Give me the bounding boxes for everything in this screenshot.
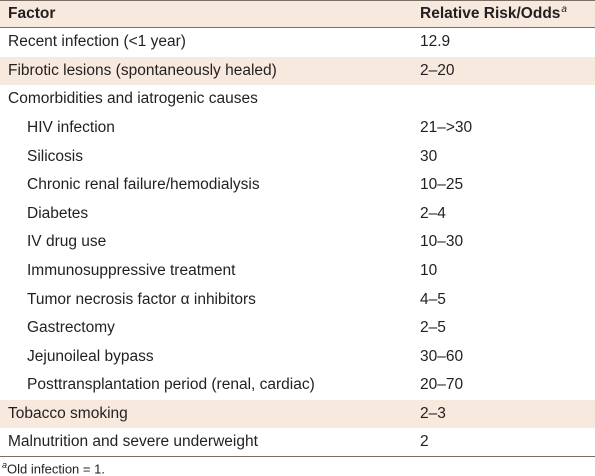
table-row: Posttransplantation period (renal, cardi… xyxy=(0,371,595,400)
table-row: Chronic renal failure/hemodialysis 10–25 xyxy=(0,171,595,200)
row-relative-risk: 2 xyxy=(420,433,429,451)
table-row: Malnutrition and severe underweight 2 xyxy=(0,428,595,457)
row-factor: Jejunoileal bypass xyxy=(27,347,154,365)
row-relative-risk: 10–25 xyxy=(420,176,464,194)
header-relative-risk-label: Relative Risk/Odds xyxy=(420,5,561,23)
table-row: Comorbidities and iatrogenic causes xyxy=(0,85,595,114)
table-row: Recent infection (<1 year) 12.9 xyxy=(0,28,595,57)
table-row: Gastrectomy 2–5 xyxy=(0,314,595,343)
row-relative-risk: 20–70 xyxy=(420,376,464,394)
row-factor: HIV infection xyxy=(27,119,115,137)
row-factor: Immunosuppressive treatment xyxy=(27,262,236,280)
footnote-text: Old infection = 1. xyxy=(7,461,105,476)
row-factor: Chronic renal failure/hemodialysis xyxy=(27,176,260,194)
row-relative-risk: 10–30 xyxy=(420,233,464,251)
table-row: Diabetes 2–4 xyxy=(0,200,595,229)
row-relative-risk: 30–60 xyxy=(420,347,464,365)
row-factor: IV drug use xyxy=(27,233,107,251)
header-footnote-marker: a xyxy=(561,4,567,16)
row-relative-risk: 2–3 xyxy=(420,405,446,423)
table-footnote: aOld infection = 1. xyxy=(0,460,595,476)
row-relative-risk: 4–5 xyxy=(420,290,446,308)
table-row: Silicosis 30 xyxy=(0,142,595,171)
row-relative-risk: 21–>30 xyxy=(420,119,473,137)
table-body: Recent infection (<1 year) 12.9 Fibrotic l… xyxy=(0,28,595,457)
header-factor: Factor xyxy=(8,5,56,22)
table-row: Immunosuppressive treatment 10 xyxy=(0,257,595,286)
row-factor: Recent infection (<1 year) xyxy=(8,33,186,51)
table-row: Fibrotic lesions (spontaneously healed) 2… xyxy=(0,56,595,86)
row-relative-risk: 2–20 xyxy=(420,61,455,79)
row-factor: Gastrectomy xyxy=(27,319,115,337)
row-relative-risk: 10 xyxy=(420,262,438,280)
row-factor: Diabetes xyxy=(27,204,89,222)
row-factor: Posttransplantation period (renal, cardi… xyxy=(27,376,315,394)
row-relative-risk: 30 xyxy=(420,147,438,165)
row-factor: Malnutrition and severe underweight xyxy=(8,433,258,451)
row-relative-risk: 2–4 xyxy=(420,204,446,222)
table-row: HIV infection 21–>30 xyxy=(0,114,595,143)
footnote-marker: a xyxy=(2,459,8,470)
table-header: Factor Relative Risk/Oddsa xyxy=(0,0,595,28)
table-row: IV drug use 10–30 xyxy=(0,228,595,257)
table-row: Jejunoileal bypass 30–60 xyxy=(0,343,595,372)
row-factor: Silicosis xyxy=(27,147,83,165)
header-relative-risk: Relative Risk/Oddsa xyxy=(418,4,595,23)
row-factor: Tumor necrosis factor α inhibitors xyxy=(27,290,256,308)
table-row: Tumor necrosis factor α inhibitors 4–5 xyxy=(0,285,595,314)
row-relative-risk: 12.9 xyxy=(420,33,451,51)
row-factor: Tobacco smoking xyxy=(8,405,128,423)
row-factor: Comorbidities and iatrogenic causes xyxy=(8,90,258,108)
row-factor: Fibrotic lesions (spontaneously healed) xyxy=(8,61,277,79)
table-row: Tobacco smoking 2–3 xyxy=(0,399,595,429)
row-relative-risk: 2–5 xyxy=(420,319,446,337)
